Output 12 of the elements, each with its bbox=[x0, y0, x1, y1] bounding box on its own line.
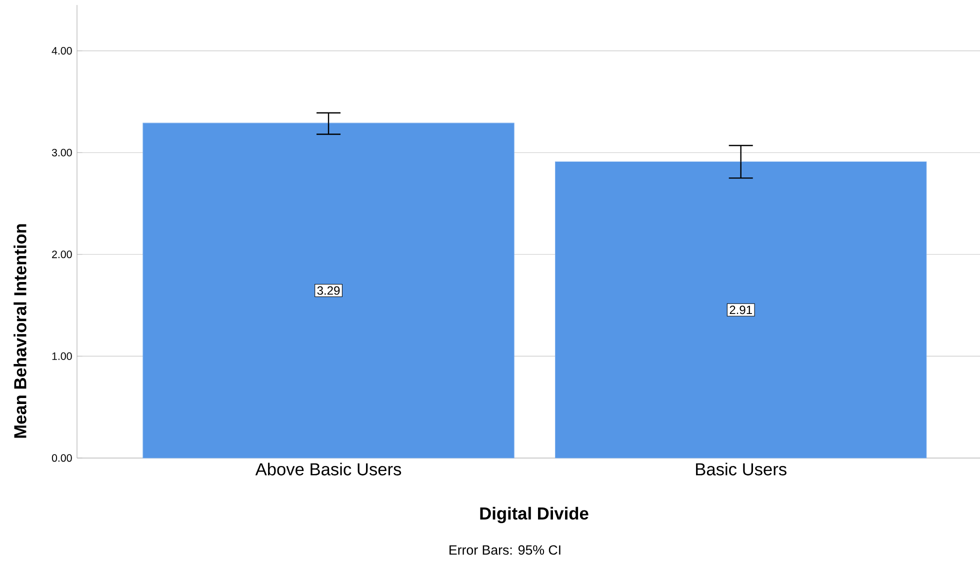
y-tick-label: 1.00 bbox=[52, 352, 72, 360]
y-axis-title: Mean Behavioral Intention bbox=[14, 224, 26, 438]
x-tick-label: Above Basic Users bbox=[255, 462, 402, 476]
y-tick-label: 2.00 bbox=[52, 250, 72, 258]
x-tick-label: Basic Users bbox=[696, 462, 786, 476]
y-tick-label: 4.00 bbox=[52, 47, 72, 55]
y-tick-label: 3.00 bbox=[52, 148, 72, 156]
data-label: 3.29 bbox=[317, 286, 340, 295]
y-tick-label: 0.00 bbox=[52, 454, 72, 462]
x-axis-title: Digital Divide bbox=[480, 506, 588, 524]
data-label: 2.91 bbox=[730, 306, 752, 314]
text: Error Bars: 95% CI bbox=[450, 545, 560, 555]
